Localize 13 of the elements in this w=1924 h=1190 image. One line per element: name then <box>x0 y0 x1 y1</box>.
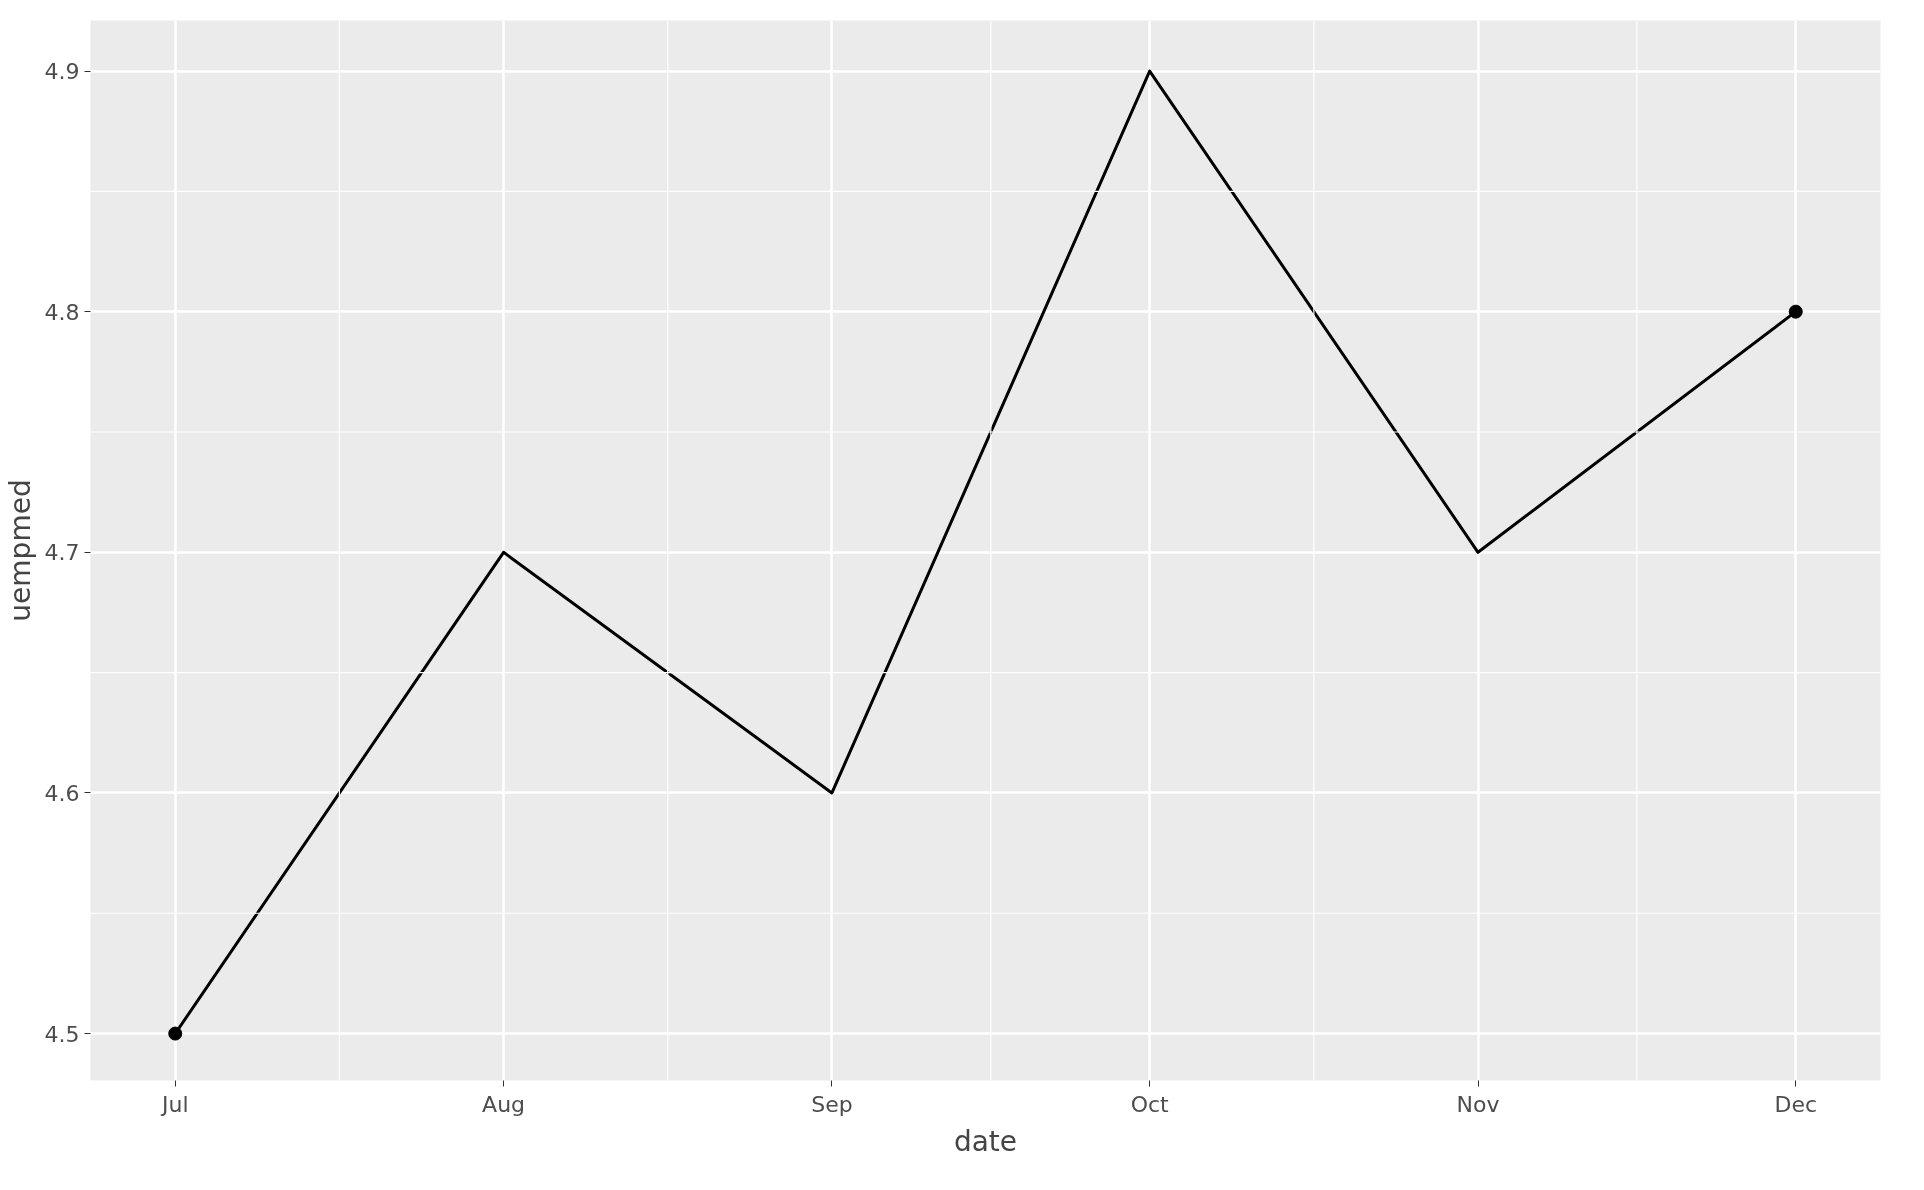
y-tick-label: 4.5 <box>44 1021 80 1047</box>
x-tick-label: Oct <box>1130 1091 1170 1117</box>
y-tick-label: 4.9 <box>44 59 80 85</box>
x-tick-label: Dec <box>1774 1091 1818 1117</box>
y-axis-title: uempmed <box>3 479 37 622</box>
y-tick-label: 4.6 <box>44 780 80 806</box>
x-tick-label: Nov <box>1456 1091 1500 1117</box>
y-tick-label: 4.7 <box>44 540 80 566</box>
x-tick-label: Sep <box>811 1091 853 1117</box>
y-tick-label: 4.8 <box>44 299 80 325</box>
x-tick-label: Jul <box>159 1091 189 1117</box>
x-tick-label: Aug <box>482 1091 526 1117</box>
x-axis-title: date <box>953 1124 1018 1158</box>
